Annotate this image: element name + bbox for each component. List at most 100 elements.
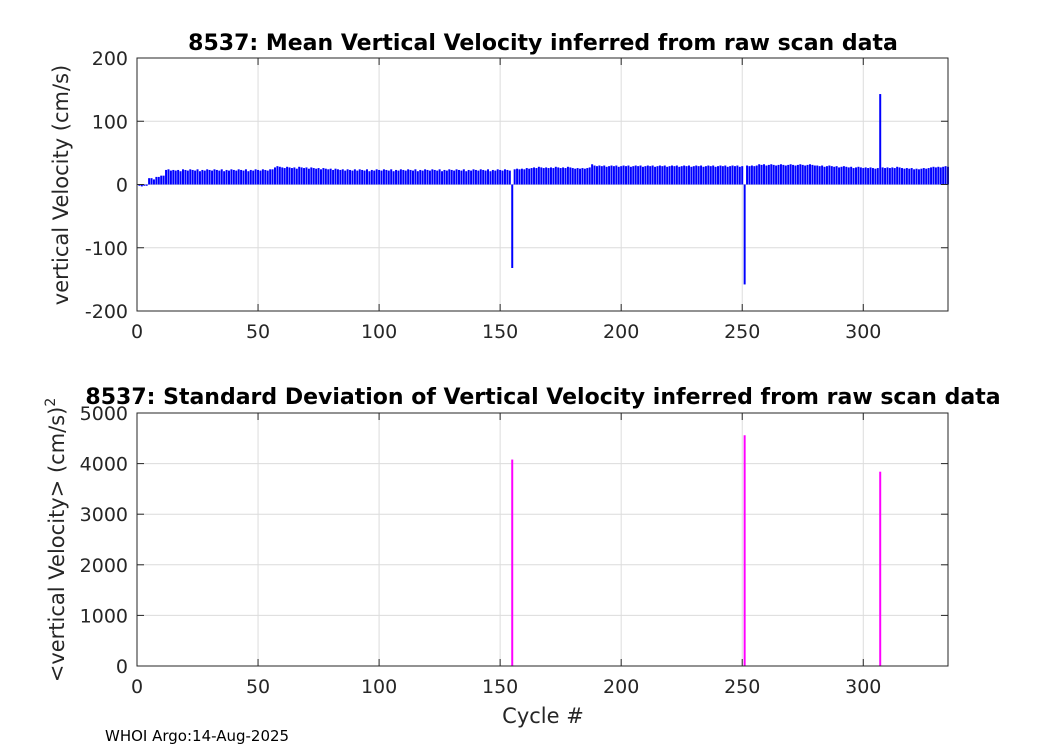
y-tick-label-mean--200: -200 — [85, 301, 128, 323]
bar-mean-cycle-269 — [787, 164, 790, 185]
bar-mean-cycle-285 — [825, 166, 828, 185]
bar-mean-cycle-143 — [482, 169, 485, 185]
y-tick-label-std-1000: 1000 — [80, 605, 128, 627]
bar-mean-cycle-320 — [910, 168, 913, 185]
x-tick-label-std-100: 100 — [361, 676, 397, 698]
y-tick-label-std-2000: 2000 — [80, 555, 128, 577]
bar-mean-cycle-90 — [353, 169, 356, 185]
bar-mean-cycle-68 — [300, 167, 303, 185]
y-tick-label-mean-100: 100 — [92, 111, 128, 133]
std-velocity-chart: 8537: Standard Deviation of Vertical Vel… — [43, 385, 1001, 728]
bar-mean-cycle-72 — [310, 167, 313, 185]
bar-mean-cycle-67 — [298, 166, 301, 185]
bar-mean-cycle-138 — [470, 170, 473, 185]
bar-mean-cycle-94 — [363, 170, 366, 185]
bar-mean-cycle-239 — [714, 166, 717, 185]
bar-mean-cycle-224 — [678, 166, 681, 185]
bar-mean-cycle-310 — [886, 167, 889, 185]
bar-mean-cycle-255 — [753, 166, 756, 185]
bar-mean-cycle-92 — [358, 169, 361, 185]
bar-mean-cycle-1 — [138, 184, 141, 186]
bar-mean-cycle-20 — [184, 169, 187, 185]
bar-mean-cycle-248 — [736, 165, 739, 185]
bar-mean-cycle-330 — [934, 167, 937, 185]
y-tick-label-std-5000: 5000 — [80, 403, 128, 425]
bar-mean-cycle-105 — [390, 169, 393, 185]
bar-mean-cycle-44 — [242, 170, 245, 185]
bar-mean-cycle-5 — [148, 178, 151, 185]
bar-mean-cycle-322 — [915, 168, 918, 185]
bar-mean-cycle-163 — [530, 168, 533, 185]
bar-mean-cycle-107 — [395, 169, 398, 185]
bar-mean-cycle-91 — [356, 170, 359, 185]
bar-mean-cycle-127 — [443, 169, 446, 185]
bar-mean-cycle-312 — [891, 167, 894, 185]
bar-mean-cycle-266 — [779, 164, 782, 185]
bar-mean-cycle-241 — [719, 165, 722, 185]
bar-mean-cycle-222 — [673, 166, 676, 185]
bar-mean-cycle-57 — [273, 167, 276, 185]
bar-mean-cycle-169 — [545, 167, 548, 185]
bar-mean-cycle-147 — [491, 169, 494, 185]
bar-mean-cycle-122 — [431, 169, 434, 185]
bar-mean-cycle-228 — [687, 165, 690, 185]
bar-mean-cycle-27 — [201, 169, 204, 185]
bar-mean-cycle-119 — [424, 169, 427, 185]
bar-mean-cycle-137 — [467, 169, 470, 185]
bar-mean-cycle-21 — [186, 170, 189, 185]
bar-mean-cycle-210 — [644, 166, 647, 185]
bar-mean-cycle-201 — [622, 165, 625, 185]
bar-mean-cycle-150 — [499, 169, 502, 185]
bar-mean-cycle-126 — [441, 171, 444, 185]
plot-area-std — [136, 412, 949, 667]
bar-mean-cycle-319 — [908, 168, 911, 185]
bar-mean-cycle-25 — [196, 169, 199, 185]
x-tick-label-mean-200: 200 — [603, 321, 639, 343]
bar-mean-cycle-123 — [433, 169, 436, 185]
bar-mean-cycle-66 — [295, 168, 298, 185]
bar-mean-cycle-9 — [157, 176, 160, 185]
bar-mean-cycle-234 — [702, 166, 705, 185]
bar-mean-cycle-78 — [324, 168, 327, 185]
x-tick-label-std-150: 150 — [482, 676, 518, 698]
bar-mean-cycle-238 — [712, 165, 715, 185]
bar-mean-cycle-194 — [605, 166, 608, 185]
bar-mean-cycle-267 — [782, 164, 785, 185]
bar-mean-cycle-270 — [789, 164, 792, 185]
bar-mean-cycle-75 — [317, 168, 320, 185]
bar-mean-cycle-294 — [847, 167, 850, 185]
chart-title-std: 8537: Standard Deviation of Vertical Vel… — [85, 385, 1000, 410]
bar-mean-cycle-198 — [615, 165, 618, 185]
bar-mean-cycle-60 — [281, 167, 284, 185]
bar-mean-cycle-33 — [215, 169, 218, 185]
x-tick-label-std-250: 250 — [724, 676, 760, 698]
y-tick-label-std-0: 0 — [116, 656, 128, 678]
y-axis-label-std-superscript: 2 — [43, 398, 59, 407]
bar-mean-cycle-157 — [516, 168, 519, 185]
bar-mean-cycle-29 — [206, 169, 209, 185]
bar-mean-cycle-300 — [862, 168, 865, 185]
bar-mean-cycle-82 — [334, 168, 337, 185]
bar-mean-cycle-71 — [307, 168, 310, 185]
bar-mean-cycle-233 — [700, 165, 703, 185]
bar-mean-cycle-17 — [177, 169, 180, 185]
bar-mean-cycle-36 — [223, 171, 226, 185]
bar-mean-cycle-219 — [666, 166, 669, 185]
bar-mean-cycle-117 — [419, 169, 422, 185]
bar-mean-cycle-240 — [717, 166, 720, 185]
bar-mean-cycle-272 — [794, 165, 797, 185]
bar-mean-cycle-30 — [208, 169, 211, 185]
bar-mean-cycle-136 — [465, 171, 468, 185]
bar-mean-cycle-275 — [801, 164, 804, 185]
y-tick-label-std-4000: 4000 — [80, 454, 128, 476]
bar-mean-cycle-226 — [683, 165, 686, 185]
bar-mean-cycle-12 — [165, 169, 168, 185]
bar-mean-cycle-296 — [852, 168, 855, 185]
x-tick-label-mean-250: 250 — [724, 321, 760, 343]
bar-mean-cycle-231 — [695, 165, 698, 185]
bar-mean-cycle-76 — [319, 169, 322, 185]
bar-mean-cycle-153 — [506, 169, 509, 185]
bar-mean-cycle-58 — [276, 166, 279, 185]
bar-mean-cycle-277 — [806, 164, 809, 185]
bar-mean-cycle-251 — [743, 184, 746, 285]
